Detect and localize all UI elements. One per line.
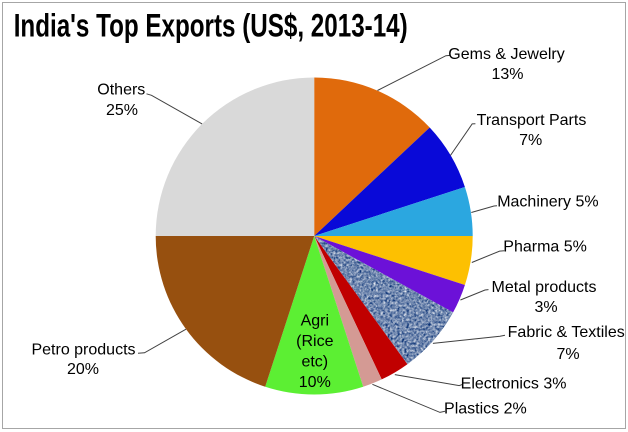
svg-text:Agri: Agri bbox=[301, 312, 329, 329]
svg-text:Transport Parts: Transport Parts bbox=[477, 112, 587, 129]
svg-text:7%: 7% bbox=[557, 346, 580, 363]
svg-text:Machinery 5%: Machinery 5% bbox=[497, 194, 598, 211]
svg-text:10%: 10% bbox=[299, 374, 331, 391]
svg-text:Others: Others bbox=[97, 81, 145, 98]
svg-text:20%: 20% bbox=[67, 361, 99, 378]
svg-text:Plastics 2%: Plastics 2% bbox=[444, 401, 527, 418]
svg-text:Pharma 5%: Pharma 5% bbox=[503, 239, 587, 256]
svg-text:Gems & Jewelry: Gems & Jewelry bbox=[448, 46, 564, 63]
svg-text:Electronics 3%: Electronics 3% bbox=[461, 376, 567, 393]
svg-text:Petro products: Petro products bbox=[31, 342, 135, 359]
svg-text:Metal products: Metal products bbox=[492, 279, 597, 296]
svg-text:7%: 7% bbox=[519, 132, 542, 149]
svg-text:13%: 13% bbox=[491, 66, 523, 83]
svg-text:25%: 25% bbox=[106, 102, 138, 119]
svg-text:3%: 3% bbox=[534, 299, 557, 316]
svg-text:(Rice: (Rice bbox=[296, 333, 333, 350]
svg-text:India's Top Exports (US$, 2013: India's Top Exports (US$, 2013-14) bbox=[14, 8, 408, 44]
svg-text:Fabric & Textiles: Fabric & Textiles bbox=[508, 324, 625, 341]
svg-text:etc): etc) bbox=[301, 354, 328, 371]
